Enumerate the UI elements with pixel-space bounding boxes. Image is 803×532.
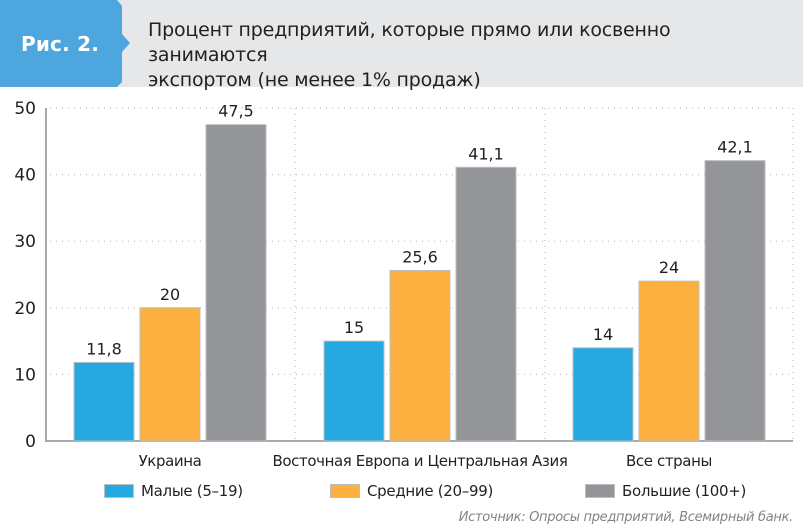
source-note: Источник: Опросы предприятий, Всемирный …: [458, 510, 794, 525]
x-category-label: Украина: [139, 452, 202, 470]
y-tick-label: 0: [25, 432, 36, 452]
chart-title-line-2: экспортом (не менее 1% продаж): [148, 69, 481, 91]
bar-value-label: 47,5: [218, 102, 254, 121]
bar: [205, 124, 267, 442]
bar-value-label: 25,6: [402, 248, 438, 267]
legend-item-small: Малые (5–19): [104, 482, 243, 500]
bar: [704, 160, 766, 442]
figure-label-shape: [0, 0, 130, 87]
bar: [638, 280, 700, 442]
bar-chart: 0 10 20 30 40 50 11,8 20 47,5 Украина 15 25,6 41,1 Во…: [14, 99, 794, 470]
x-category-label: Все страны: [626, 452, 712, 470]
y-tick-label: 40: [14, 166, 36, 186]
bar: [139, 307, 201, 442]
y-tick-label: 10: [14, 365, 36, 385]
y-tick-label: 30: [14, 232, 36, 252]
legend-swatch-large: [585, 484, 615, 498]
bar: [323, 340, 385, 442]
bar: [572, 347, 634, 442]
bar-value-label: 14: [593, 325, 613, 344]
bar-value-label: 20: [160, 285, 180, 304]
bar-value-label: 24: [659, 258, 679, 277]
chart-title-line-1: Процент предприятий, которые прямо или к…: [148, 19, 671, 66]
x-category-label: Восточная Европа и Центральная Азия: [273, 452, 568, 470]
figure-label: Рис. 2.: [20, 31, 99, 56]
chart-title: Процент предприятий, которые прямо или к…: [148, 18, 788, 93]
bar: [389, 270, 451, 442]
header-band: Рис. 2. Процент предприятий, которые пря…: [0, 0, 803, 91]
legend: Малые (5–19) Средние (20–99) Большие (10…: [0, 482, 803, 504]
bar: [73, 361, 135, 442]
figure-label-box: Рис. 2.: [0, 0, 135, 87]
legend-swatch-medium: [330, 484, 360, 498]
legend-item-large: Большие (100+): [585, 482, 746, 500]
legend-item-medium: Средние (20–99): [330, 482, 493, 500]
y-tick-label: 50: [14, 99, 36, 119]
legend-label-small: Малые (5–19): [141, 482, 243, 500]
bar-value-label: 42,1: [717, 138, 753, 157]
bar-value-label: 15: [344, 318, 364, 337]
bar-value-label: 11,8: [86, 339, 122, 358]
y-tick-label: 20: [14, 299, 36, 319]
bar: [455, 166, 517, 442]
legend-label-medium: Средние (20–99): [367, 482, 494, 500]
legend-swatch-small: [104, 484, 134, 498]
legend-label-large: Большие (100+): [622, 482, 747, 500]
bar-value-label: 41,1: [468, 144, 504, 163]
